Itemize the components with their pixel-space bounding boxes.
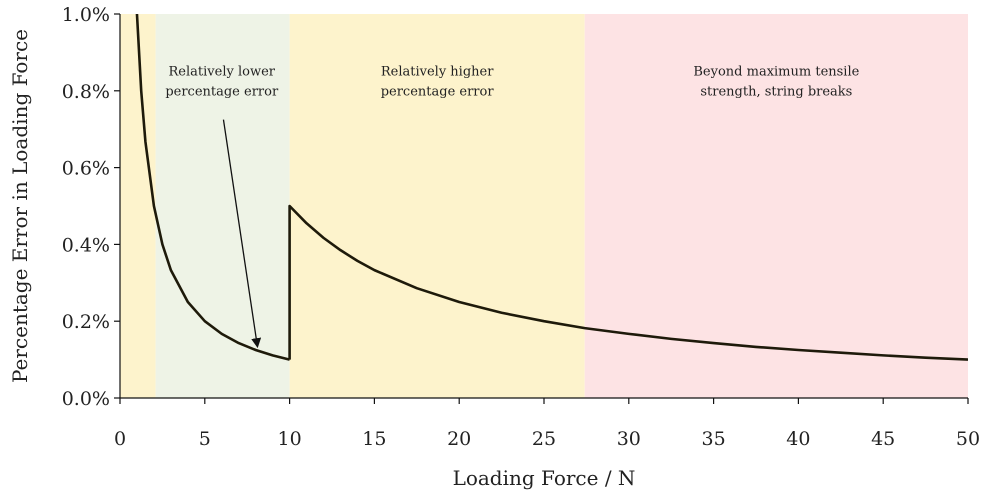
x-tick-label: 50: [956, 428, 980, 450]
x-tick-label: 5: [199, 428, 211, 450]
x-tick-label: 45: [871, 428, 895, 450]
series-line-segment-1: [135, 14, 290, 361]
region-band-3: [289, 14, 585, 398]
annotation-text-2: Relatively higher percentage error: [381, 64, 495, 99]
y-tick-label: 0.6%: [62, 158, 110, 180]
y-tick-label: 0.4%: [62, 234, 110, 256]
x-tick-label: 0: [114, 428, 126, 450]
annotation-arrow: [222, 119, 262, 349]
shaded-regions: [120, 14, 968, 398]
region-band-1: [120, 14, 156, 398]
x-tick-label: 10: [278, 428, 302, 450]
y-axis-title: Percentage Error in Loading Force: [8, 29, 32, 383]
region-band-4: [584, 14, 968, 398]
x-tick-label: 15: [362, 428, 386, 450]
ticks: 0 5 10 15 20 25 30 35 40 45 50 0.0% 0.2% 0.4% 0.6% 0.8%…: [62, 4, 980, 450]
annotations: Relatively lower percentage error Relative…: [165, 64, 860, 349]
annotation-text-3: Beyond maximum tensile strength, string b…: [693, 64, 859, 99]
y-tick-label: 0.0%: [62, 388, 110, 410]
y-tick-label: 1.0%: [62, 4, 110, 26]
annotation-text-1: Relatively lower percentage error: [165, 64, 279, 99]
y-tick-label: 0.2%: [62, 311, 110, 333]
x-tick-label: 40: [786, 428, 810, 450]
x-tick-label: 35: [702, 428, 726, 450]
series-layer: [135, 14, 968, 361]
x-tick-label: 25: [532, 428, 556, 450]
y-tick-label: 0.8%: [62, 81, 110, 103]
x-axis-title: Loading Force / N: [453, 466, 636, 490]
series-line-segment-2: [288, 204, 968, 361]
x-tick-label: 20: [447, 428, 471, 450]
x-tick-label: 30: [617, 428, 641, 450]
